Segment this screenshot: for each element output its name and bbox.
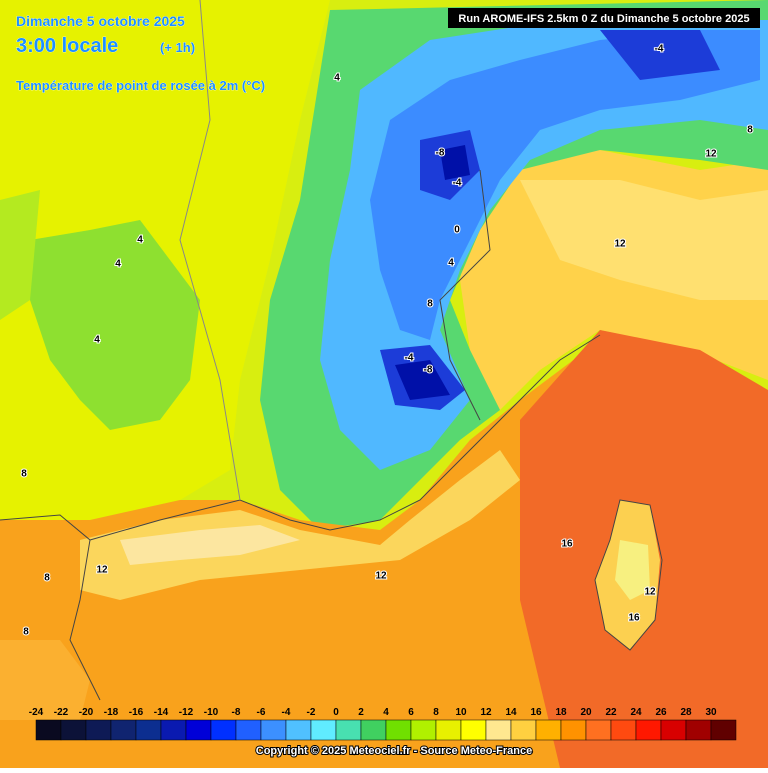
colorbar-swatch (460, 719, 487, 741)
contour-label: 8 (21, 469, 27, 480)
contour-label: 12 (705, 149, 717, 160)
colorbar-swatch (285, 719, 312, 741)
contour-label: 8 (747, 125, 753, 136)
colorbar-label: -14 (154, 707, 169, 718)
colorbar-swatch (710, 719, 737, 741)
colorbar-label: 12 (480, 707, 492, 718)
colorbar-swatch (310, 719, 337, 741)
colorbar-swatch (385, 719, 412, 741)
contour-label: -8 (436, 148, 445, 159)
contour-label: 12 (375, 571, 387, 582)
colorbar-swatch (235, 719, 262, 741)
colorbar-label: 26 (655, 707, 667, 718)
run-info: Run AROME-IFS 2.5km 0 Z du Dimanche 5 oc… (458, 13, 749, 25)
contour-label: 4 (448, 258, 454, 269)
colorbar-swatch (35, 719, 62, 741)
contour-label: 12 (614, 239, 626, 250)
borders (0, 0, 663, 701)
colorbar: -24 -22 -20 -18 -16 -14 -12 -10 -8 -6 -4 -2 0 2 4 6 8 10 1… (29, 707, 737, 741)
colorbar-label: 4 (383, 707, 389, 718)
contour-label: 0 (454, 225, 460, 236)
colorbar-swatch (585, 719, 612, 741)
run-box (448, 8, 760, 28)
colorbar-label: 14 (505, 707, 517, 718)
colorbar-label: -20 (79, 707, 94, 718)
contour-label: 4 (115, 259, 121, 270)
contour-label: -4 (405, 353, 414, 364)
colorbar-label: -18 (104, 707, 119, 718)
colorbar-swatch (260, 719, 287, 741)
subtitle: Température de point de rosée à 2m (°C) (16, 78, 265, 93)
time: 3:00 locale (16, 35, 118, 57)
contour-label: -4 (655, 44, 664, 55)
colorbar-label: 20 (580, 707, 592, 718)
colorbar-label: -16 (129, 707, 144, 718)
contour-label: 8 (23, 627, 29, 638)
colorbar-swatch (135, 719, 162, 741)
colorbar-label: -2 (307, 707, 316, 718)
colorbar-label: 0 (333, 707, 339, 718)
colorbar-swatch (560, 719, 587, 741)
colorbar-label: 10 (455, 707, 467, 718)
colorbar-label: -12 (179, 707, 194, 718)
contour-label: 12 (644, 587, 656, 598)
colorbar-swatch (535, 719, 562, 741)
colorbar-swatch (160, 719, 187, 741)
contour-label: -8 (424, 365, 433, 376)
colorbar-swatch (360, 719, 387, 741)
colorbar-label: 18 (555, 707, 567, 718)
colorbar-label: 8 (433, 707, 439, 718)
colorbar-label: -10 (204, 707, 219, 718)
contour-label: 12 (96, 565, 108, 576)
colorbar-label: 22 (605, 707, 617, 718)
colorbar-label: 6 (408, 707, 414, 718)
colorbar-swatch (510, 719, 537, 741)
colorbar-swatch (60, 719, 87, 741)
colorbar-label: -8 (232, 707, 241, 718)
contour-label: -4 (453, 178, 462, 189)
copyright: Copyright © 2025 Meteociel.fr - Source M… (256, 745, 532, 757)
contour-label: 16 (561, 539, 573, 550)
colorbar-swatch (335, 719, 362, 741)
colorbar-label: -22 (54, 707, 69, 718)
colorbar-label: -4 (282, 707, 291, 718)
colorbar-label: 28 (680, 707, 692, 718)
colorbar-swatch (635, 719, 662, 741)
colorbar-label: 30 (705, 707, 717, 718)
colorbar-label: -6 (257, 707, 266, 718)
contour-label: 8 (44, 573, 50, 584)
colorbar-label: 24 (630, 707, 642, 718)
colorbar-label: 16 (530, 707, 542, 718)
colorbar-label: -24 (29, 707, 44, 718)
colorbar-swatch (410, 719, 437, 741)
colorbar-swatch (85, 719, 112, 741)
contour-label: 4 (137, 235, 143, 246)
contour-label: 4 (94, 335, 100, 346)
colorbar-swatch (660, 719, 687, 741)
colorbar-swatch (685, 719, 712, 741)
colorbar-swatch (610, 719, 637, 741)
contour-labels: 4 4 4 4 8 8 8 12 12 16 12 16 12 12 8 -4 -8 -4 0 4 8 -4 -8 (20, 43, 754, 639)
contour-label: 4 (334, 73, 340, 84)
date: Dimanche 5 octobre 2025 (16, 13, 185, 29)
offset: (+ 1h) (160, 40, 195, 55)
colorbar-swatch (185, 719, 212, 741)
colorbar-swatch (485, 719, 512, 741)
colorbar-swatch (435, 719, 462, 741)
contour-label: 8 (427, 299, 433, 310)
colorbar-swatch (210, 719, 237, 741)
colorbar-label: 2 (358, 707, 364, 718)
colorbar-swatch (110, 719, 137, 741)
contour-label: 16 (628, 613, 640, 624)
